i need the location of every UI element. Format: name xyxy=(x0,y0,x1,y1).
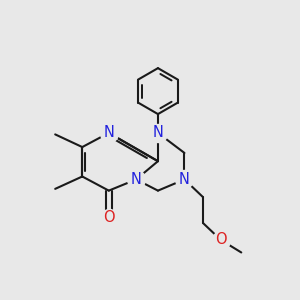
Text: O: O xyxy=(103,210,115,225)
Text: N: N xyxy=(131,172,142,187)
Text: N: N xyxy=(103,125,114,140)
Text: N: N xyxy=(152,125,164,140)
Text: O: O xyxy=(215,232,226,247)
Text: N: N xyxy=(179,172,190,187)
